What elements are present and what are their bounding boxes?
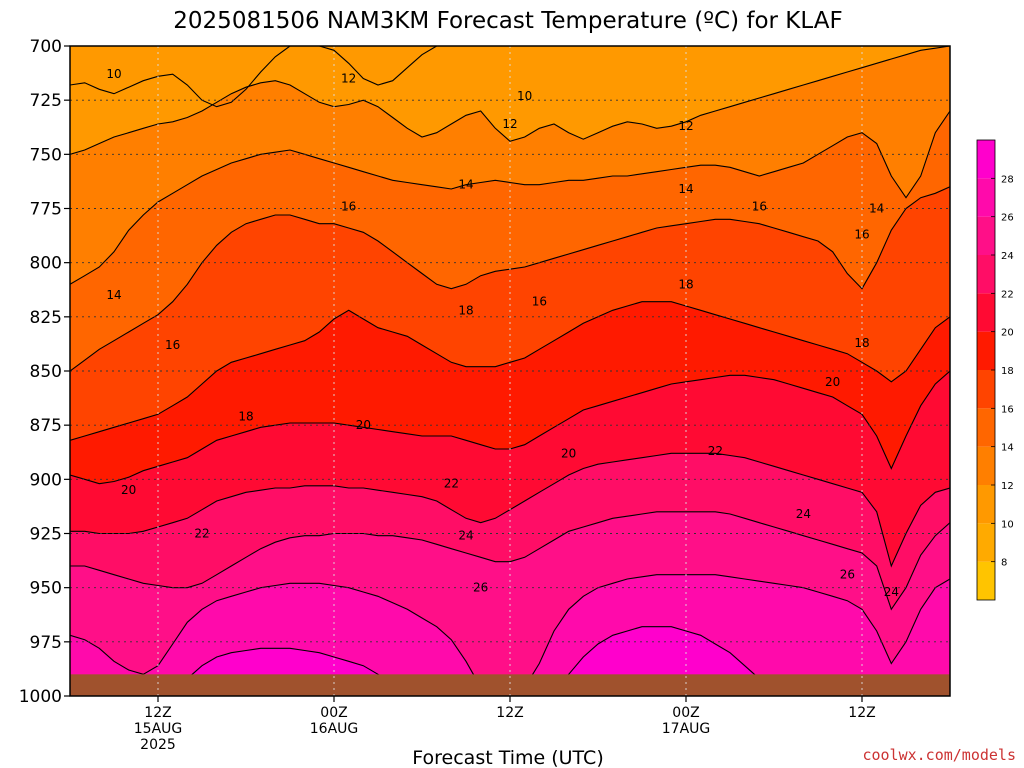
colorbar-tick-label: 28 (1001, 174, 1014, 185)
contour-label: 18 (854, 336, 869, 350)
contour-label: 20 (121, 483, 136, 497)
contour-label: 26 (840, 568, 855, 582)
colorbar-band (977, 331, 995, 370)
contour-label: 22 (708, 444, 723, 458)
colorbar-band (977, 408, 995, 447)
ground-terrain (70, 674, 950, 696)
colorbar-band (977, 446, 995, 485)
isotherm-28 (70, 626, 950, 696)
colorbar-band (977, 485, 995, 524)
colorbar-band (977, 255, 995, 294)
contour-label: 22 (194, 527, 209, 541)
y-tick-label: 700 (30, 37, 62, 57)
y-tick-label: 775 (30, 200, 62, 220)
contour-label: 20 (561, 446, 576, 460)
colorbar-tick-label: 8 (1001, 558, 1007, 569)
contour-label: 26 (473, 581, 488, 595)
x-tick-label: 12Z (144, 705, 171, 721)
contour-label: 24 (884, 585, 899, 599)
colorbar-tick-label: 10 (1001, 519, 1014, 530)
contour-label: 14 (869, 202, 884, 216)
contour-label: 20 (825, 375, 840, 389)
contour-label: 12 (341, 72, 356, 86)
y-tick-label: 750 (30, 145, 62, 165)
grid-layer (70, 46, 950, 696)
isotherm-10 (70, 46, 950, 108)
contour-label: 24 (458, 529, 473, 543)
credit-text: coolwx.com/models (862, 746, 1016, 764)
x-tick-label: 2025 (140, 737, 176, 753)
y-tick-label: 1000 (19, 687, 62, 707)
contour-label: 24 (796, 507, 811, 521)
colorbar-tick-label: 16 (1001, 404, 1014, 415)
colorbar-band (977, 178, 995, 217)
isotherm-24 (70, 511, 950, 611)
colorbar-tick-label: 18 (1001, 366, 1014, 377)
colorbar-band (977, 561, 995, 600)
y-tick-label: 725 (30, 91, 62, 111)
contour-label: 14 (678, 182, 693, 196)
colorbar-band (977, 293, 995, 332)
y-tick-label: 950 (30, 579, 62, 599)
colorbar-tick-label: 26 (1001, 213, 1014, 224)
contour-label: 18 (458, 303, 473, 317)
colorbar-tick-label: 22 (1001, 289, 1014, 300)
colorbar-tick-label: 12 (1001, 481, 1014, 492)
y-tick-label: 850 (30, 362, 62, 382)
colorbar-tick-label: 24 (1001, 251, 1014, 262)
contour-label: 20 (356, 418, 371, 432)
x-axis-label: Forecast Time (UTC) (412, 747, 603, 768)
ground-layer (70, 674, 950, 696)
x-tick-label: 12Z (496, 705, 523, 721)
contour-label: 14 (106, 288, 121, 302)
x-tick-label: 16AUG (310, 721, 359, 737)
y-tick-label: 925 (30, 525, 62, 545)
contour-label: 16 (854, 228, 869, 242)
y-tick-label: 875 (30, 416, 62, 436)
y-tick-label: 800 (30, 254, 62, 274)
y-axis: 700 725 750 775 800 825 850 875 900 925 950 975 1000 (19, 37, 70, 707)
y-tick-label: 825 (30, 308, 62, 328)
x-tick-label: 12Z (848, 705, 875, 721)
contour-label: 18 (678, 277, 693, 291)
y-tick-label: 900 (30, 470, 62, 490)
temperature-fill-layer (70, 46, 950, 696)
x-tick-label: 00Z (672, 705, 699, 721)
x-tick-label: 17AUG (662, 721, 711, 737)
isotherm-12 (70, 46, 950, 155)
contour-label: 10 (517, 89, 532, 103)
contour-label: 22 (444, 477, 459, 491)
isotherm-18 (70, 301, 950, 441)
contour-label: 16 (532, 295, 547, 309)
contour-label: 18 (238, 410, 253, 424)
contour-label: 16 (752, 199, 767, 213)
contour-label: 14 (458, 178, 473, 192)
colorbar: 8 10 12 14 16 18 20 22 24 26 28 (976, 139, 1014, 601)
contour-label: 12 (678, 119, 693, 133)
y-tick-label: 975 (30, 633, 62, 653)
colorbar-band (977, 216, 995, 255)
contour-label: 16 (165, 338, 180, 352)
chart-title: 2025081506 NAM3KM Forecast Temperature (… (173, 8, 842, 34)
x-tick-label: 15AUG (134, 721, 183, 737)
contour-label: 10 (106, 67, 121, 81)
contour-label: 16 (341, 199, 356, 213)
x-tick-label: 00Z (320, 705, 347, 721)
colorbar-band (977, 370, 995, 409)
colorbar-band (977, 140, 995, 179)
isotherm-14 (70, 110, 950, 285)
colorbar-tick-label: 14 (1001, 443, 1014, 454)
colorbar-band (977, 523, 995, 562)
contour-label: 12 (502, 117, 517, 131)
colorbar-tick-label: 20 (1001, 328, 1014, 339)
